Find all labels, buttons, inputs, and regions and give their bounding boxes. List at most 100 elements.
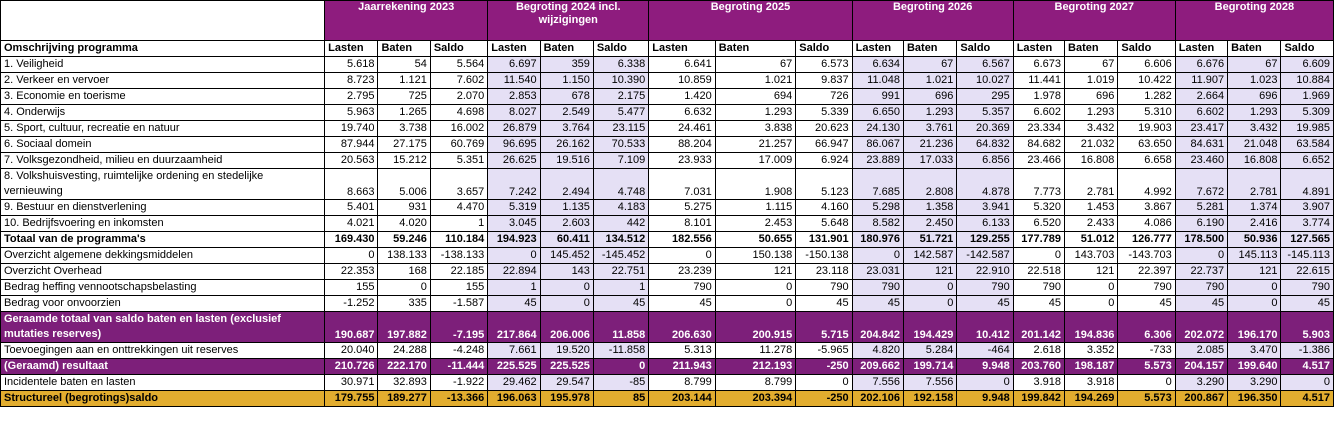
cell-value: 3.352 xyxy=(1064,342,1119,359)
cell-value: 8.663 xyxy=(324,168,379,200)
cell-value: 45 xyxy=(1012,295,1066,312)
cell-value: 694 xyxy=(714,88,797,105)
cell-value: 6.609 xyxy=(1280,56,1334,73)
cell-value: 63.650 xyxy=(1117,136,1176,153)
cell-value: 1.115 xyxy=(714,199,797,216)
cell-value: 0 xyxy=(902,295,958,312)
row-label: Toevoegingen aan en onttrekkingen uit re… xyxy=(0,342,326,359)
column-header-baten: Baten xyxy=(377,40,431,57)
cell-value: 203.144 xyxy=(648,390,716,407)
cell-value: 22.737 xyxy=(1174,263,1229,280)
cell-value: 1.150 xyxy=(539,72,594,89)
cell-value: 3.907 xyxy=(1280,199,1334,216)
cell-value: 45 xyxy=(648,295,716,312)
cell-value: -733 xyxy=(1117,342,1176,359)
cell-value: 1.019 xyxy=(1064,72,1119,89)
table-row: Overzicht Overhead 22.353 168 22.185 22.894 1… xyxy=(0,263,1334,280)
cell-value: 225.525 xyxy=(487,358,541,375)
row-label: 8. Volkshuisvesting, ruimtelijke ordenin… xyxy=(0,168,326,200)
cell-value: 5.310 xyxy=(1117,104,1176,121)
cell-value: 2.664 xyxy=(1174,88,1229,105)
cell-value: 143.703 xyxy=(1064,247,1119,264)
cell-value: 9.948 xyxy=(956,390,1014,407)
cell-value: 11.540 xyxy=(487,72,541,89)
cell-value: -4.248 xyxy=(429,342,489,359)
column-header-lasten: Lasten xyxy=(1012,40,1066,57)
cell-value: 6.673 xyxy=(1012,56,1066,73)
cell-value: 3.764 xyxy=(539,120,594,137)
row-label: Overzicht Overhead xyxy=(0,263,326,280)
cell-value: 0 xyxy=(1064,295,1119,312)
cell-value: 1.021 xyxy=(902,72,958,89)
cell-value: 51.012 xyxy=(1064,231,1119,248)
cell-value: 45 xyxy=(592,295,650,312)
cell-value: 222.170 xyxy=(377,358,431,375)
cell-value: 10.027 xyxy=(956,72,1014,89)
cell-value: 206.006 xyxy=(539,311,594,343)
table-row: 4. Onderwijs 5.963 1.265 4.698 8.027 2.549 5.4… xyxy=(0,104,1334,121)
cell-value: 20.623 xyxy=(795,120,853,137)
cell-value: 30.971 xyxy=(324,374,379,391)
cell-value: 5.284 xyxy=(902,342,958,359)
cell-value: 1.969 xyxy=(1280,88,1334,105)
cell-value: 790 xyxy=(1174,279,1229,296)
cell-value: 1.293 xyxy=(902,104,958,121)
cell-value: 194.836 xyxy=(1064,311,1119,343)
cell-value: 0 xyxy=(487,247,541,264)
column-header-baten: Baten xyxy=(714,40,797,57)
cell-value: 23.118 xyxy=(795,263,853,280)
cell-value: 194.923 xyxy=(487,231,541,248)
cell-value: 1.374 xyxy=(1227,199,1282,216)
row-label: Incidentele baten en lasten xyxy=(0,374,326,391)
cell-value: 2.175 xyxy=(592,88,650,105)
table-row: (Geraamd) resultaat 210.726 222.170 -11.444… xyxy=(0,358,1334,375)
cell-value: 199.714 xyxy=(902,358,958,375)
cell-value: 16.808 xyxy=(1227,152,1282,169)
cell-value: 201.142 xyxy=(1012,311,1066,343)
cell-value: 0 xyxy=(539,279,594,296)
cell-value: 4.878 xyxy=(956,168,1014,200)
cell-value: 110.184 xyxy=(429,231,489,248)
cell-value: 64.832 xyxy=(956,136,1014,153)
cell-value: 2.453 xyxy=(714,215,797,232)
cell-value: -5.965 xyxy=(795,342,853,359)
cell-value: -150.138 xyxy=(795,247,853,264)
cell-value: 2.494 xyxy=(539,168,594,200)
cell-value: 790 xyxy=(851,279,904,296)
column-header-lasten: Lasten xyxy=(324,40,379,57)
cell-value: 0 xyxy=(1064,279,1119,296)
cell-value: 121 xyxy=(902,263,958,280)
cell-value: 194.429 xyxy=(902,311,958,343)
cell-value: 87.944 xyxy=(324,136,379,153)
cell-value: 2.618 xyxy=(1012,342,1066,359)
cell-value: 2.450 xyxy=(902,215,958,232)
cell-value: 2.416 xyxy=(1227,215,1282,232)
cell-value: 203.760 xyxy=(1012,358,1066,375)
column-header-saldo: Saldo xyxy=(795,40,853,57)
cell-value: -13.366 xyxy=(429,390,489,407)
row-label: 4. Onderwijs xyxy=(0,104,326,121)
cell-value: 4.160 xyxy=(795,199,853,216)
table-row: Overzicht algemene dekkingsmiddelen 0 138.… xyxy=(0,247,1334,264)
cell-value: 23.334 xyxy=(1012,120,1066,137)
cell-value: 45 xyxy=(795,295,853,312)
cell-value: 134.512 xyxy=(592,231,650,248)
group-header-begroting-2025: Begroting 2025 xyxy=(648,0,853,41)
cell-value: 295 xyxy=(956,88,1014,105)
cell-value: 63.584 xyxy=(1280,136,1334,153)
cell-value: 7.685 xyxy=(851,168,904,200)
cell-value: 84.631 xyxy=(1174,136,1229,153)
cell-value: 6.133 xyxy=(956,215,1014,232)
cell-value: 5.339 xyxy=(795,104,853,121)
cell-value: 1.420 xyxy=(648,88,716,105)
cell-value: 142.587 xyxy=(902,247,958,264)
cell-value: 209.662 xyxy=(851,358,904,375)
cell-value: 4.698 xyxy=(429,104,489,121)
cell-value: 8.723 xyxy=(324,72,379,89)
cell-value: 22.910 xyxy=(956,263,1014,280)
cell-value: 2.085 xyxy=(1174,342,1229,359)
cell-value: 7.773 xyxy=(1012,168,1066,200)
table-row: 6. Sociaal domein 87.944 27.175 60.769 96.69… xyxy=(0,136,1334,153)
cell-value: 1.135 xyxy=(539,199,594,216)
cell-value: 7.109 xyxy=(592,152,650,169)
